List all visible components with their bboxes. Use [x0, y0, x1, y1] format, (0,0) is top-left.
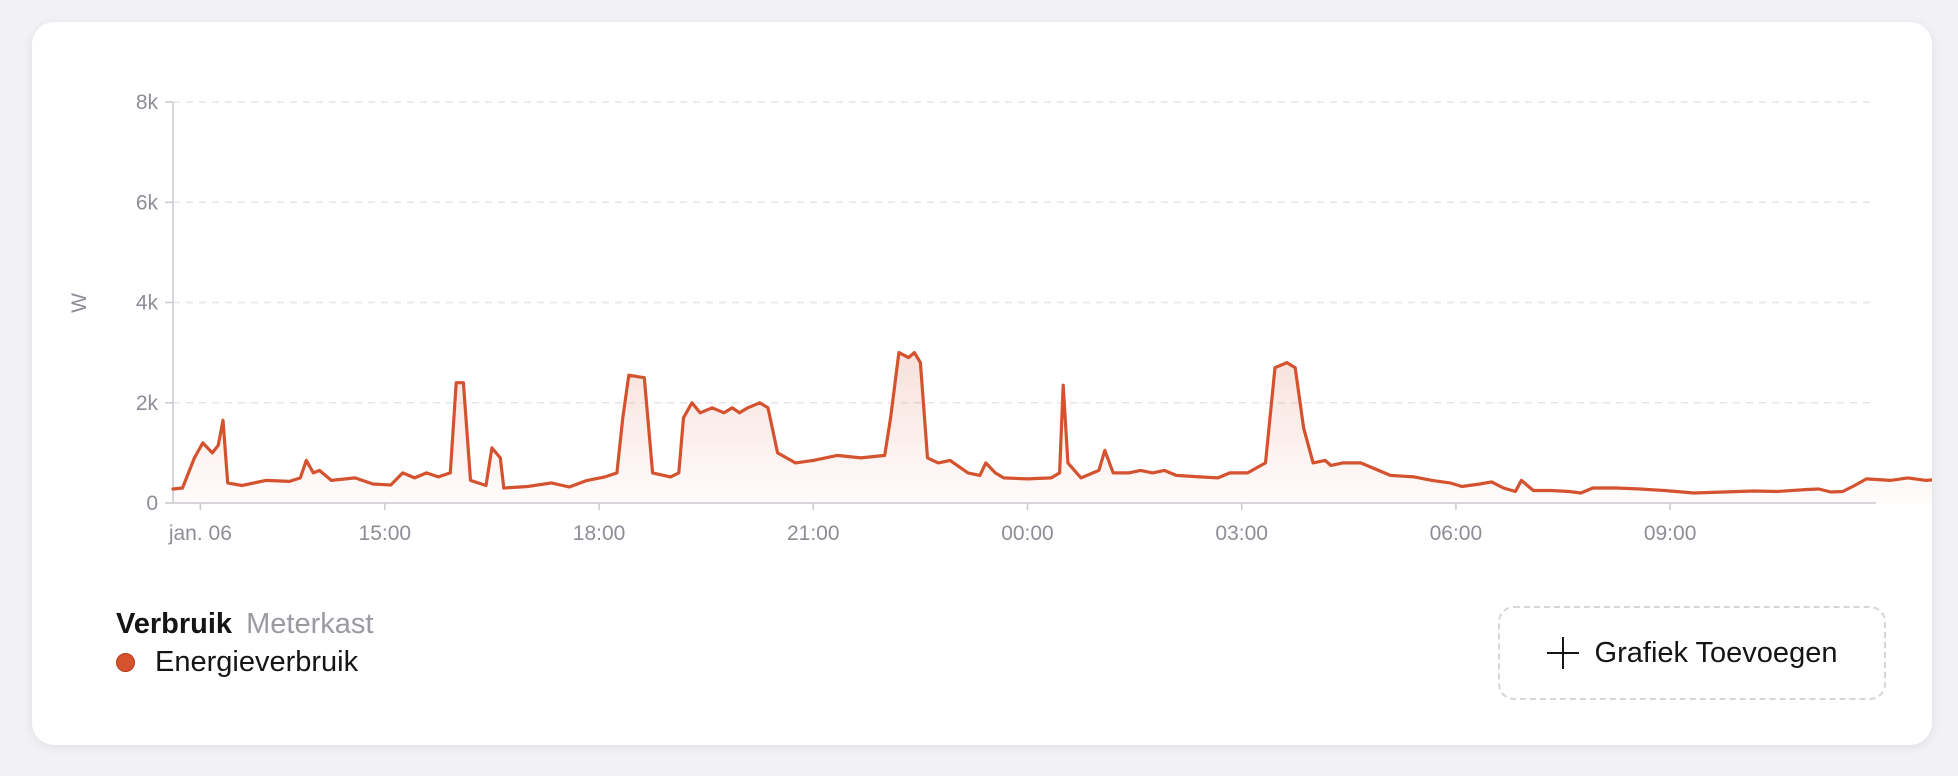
x-tick-label: 15:00 — [359, 522, 412, 545]
x-tick-label: 21:00 — [787, 522, 840, 545]
legend-label: Energieverbruik — [155, 646, 359, 678]
add-chart-button[interactable]: Grafiek Toevoegen — [1498, 606, 1886, 700]
legend-subtitle: Meterkast — [246, 608, 374, 640]
legend-title-row: Verbruik Meterkast — [116, 606, 373, 642]
add-chart-label: Grafiek Toevoegen — [1594, 636, 1838, 669]
y-tick-label: 2k — [136, 392, 159, 415]
plus-icon — [1546, 637, 1579, 669]
x-tick-label: jan. 06 — [168, 522, 232, 545]
y-tick-label: 4k — [136, 292, 159, 315]
grid-lines — [173, 101, 1876, 404]
legend: Verbruik Meterkast Energieverbruik — [116, 606, 373, 680]
legend-title: Verbruik — [116, 608, 233, 640]
x-tick-label: 18:00 — [573, 522, 626, 545]
x-tick-label: 00:00 — [1001, 522, 1054, 545]
series-line-0 — [171, 351, 1932, 495]
legend-dot-icon — [116, 652, 135, 672]
x-tick-label: 06:00 — [1430, 522, 1483, 545]
series-area-0 — [173, 352, 1932, 503]
legend-entry-energieverbruik[interactable]: Energieverbruik — [116, 644, 373, 680]
x-tick-label: 03:00 — [1215, 522, 1268, 545]
chart-card: 0 2k 4k 6k 8k jan. 06 15:00 18:00 21:00 00:00 03:0… — [32, 22, 1932, 745]
y-axis-title: W — [68, 293, 91, 313]
y-tick-label: 0 — [146, 492, 158, 515]
y-tick-label: 8k — [136, 91, 159, 114]
energy-chart: 0 2k 4k 6k 8k jan. 06 15:00 18:00 21:00 00:00 03:0… — [68, 91, 1932, 545]
y-tick-label: 6k — [136, 191, 159, 214]
x-tick-label: 09:00 — [1644, 522, 1697, 545]
series-layer — [171, 351, 1932, 503]
